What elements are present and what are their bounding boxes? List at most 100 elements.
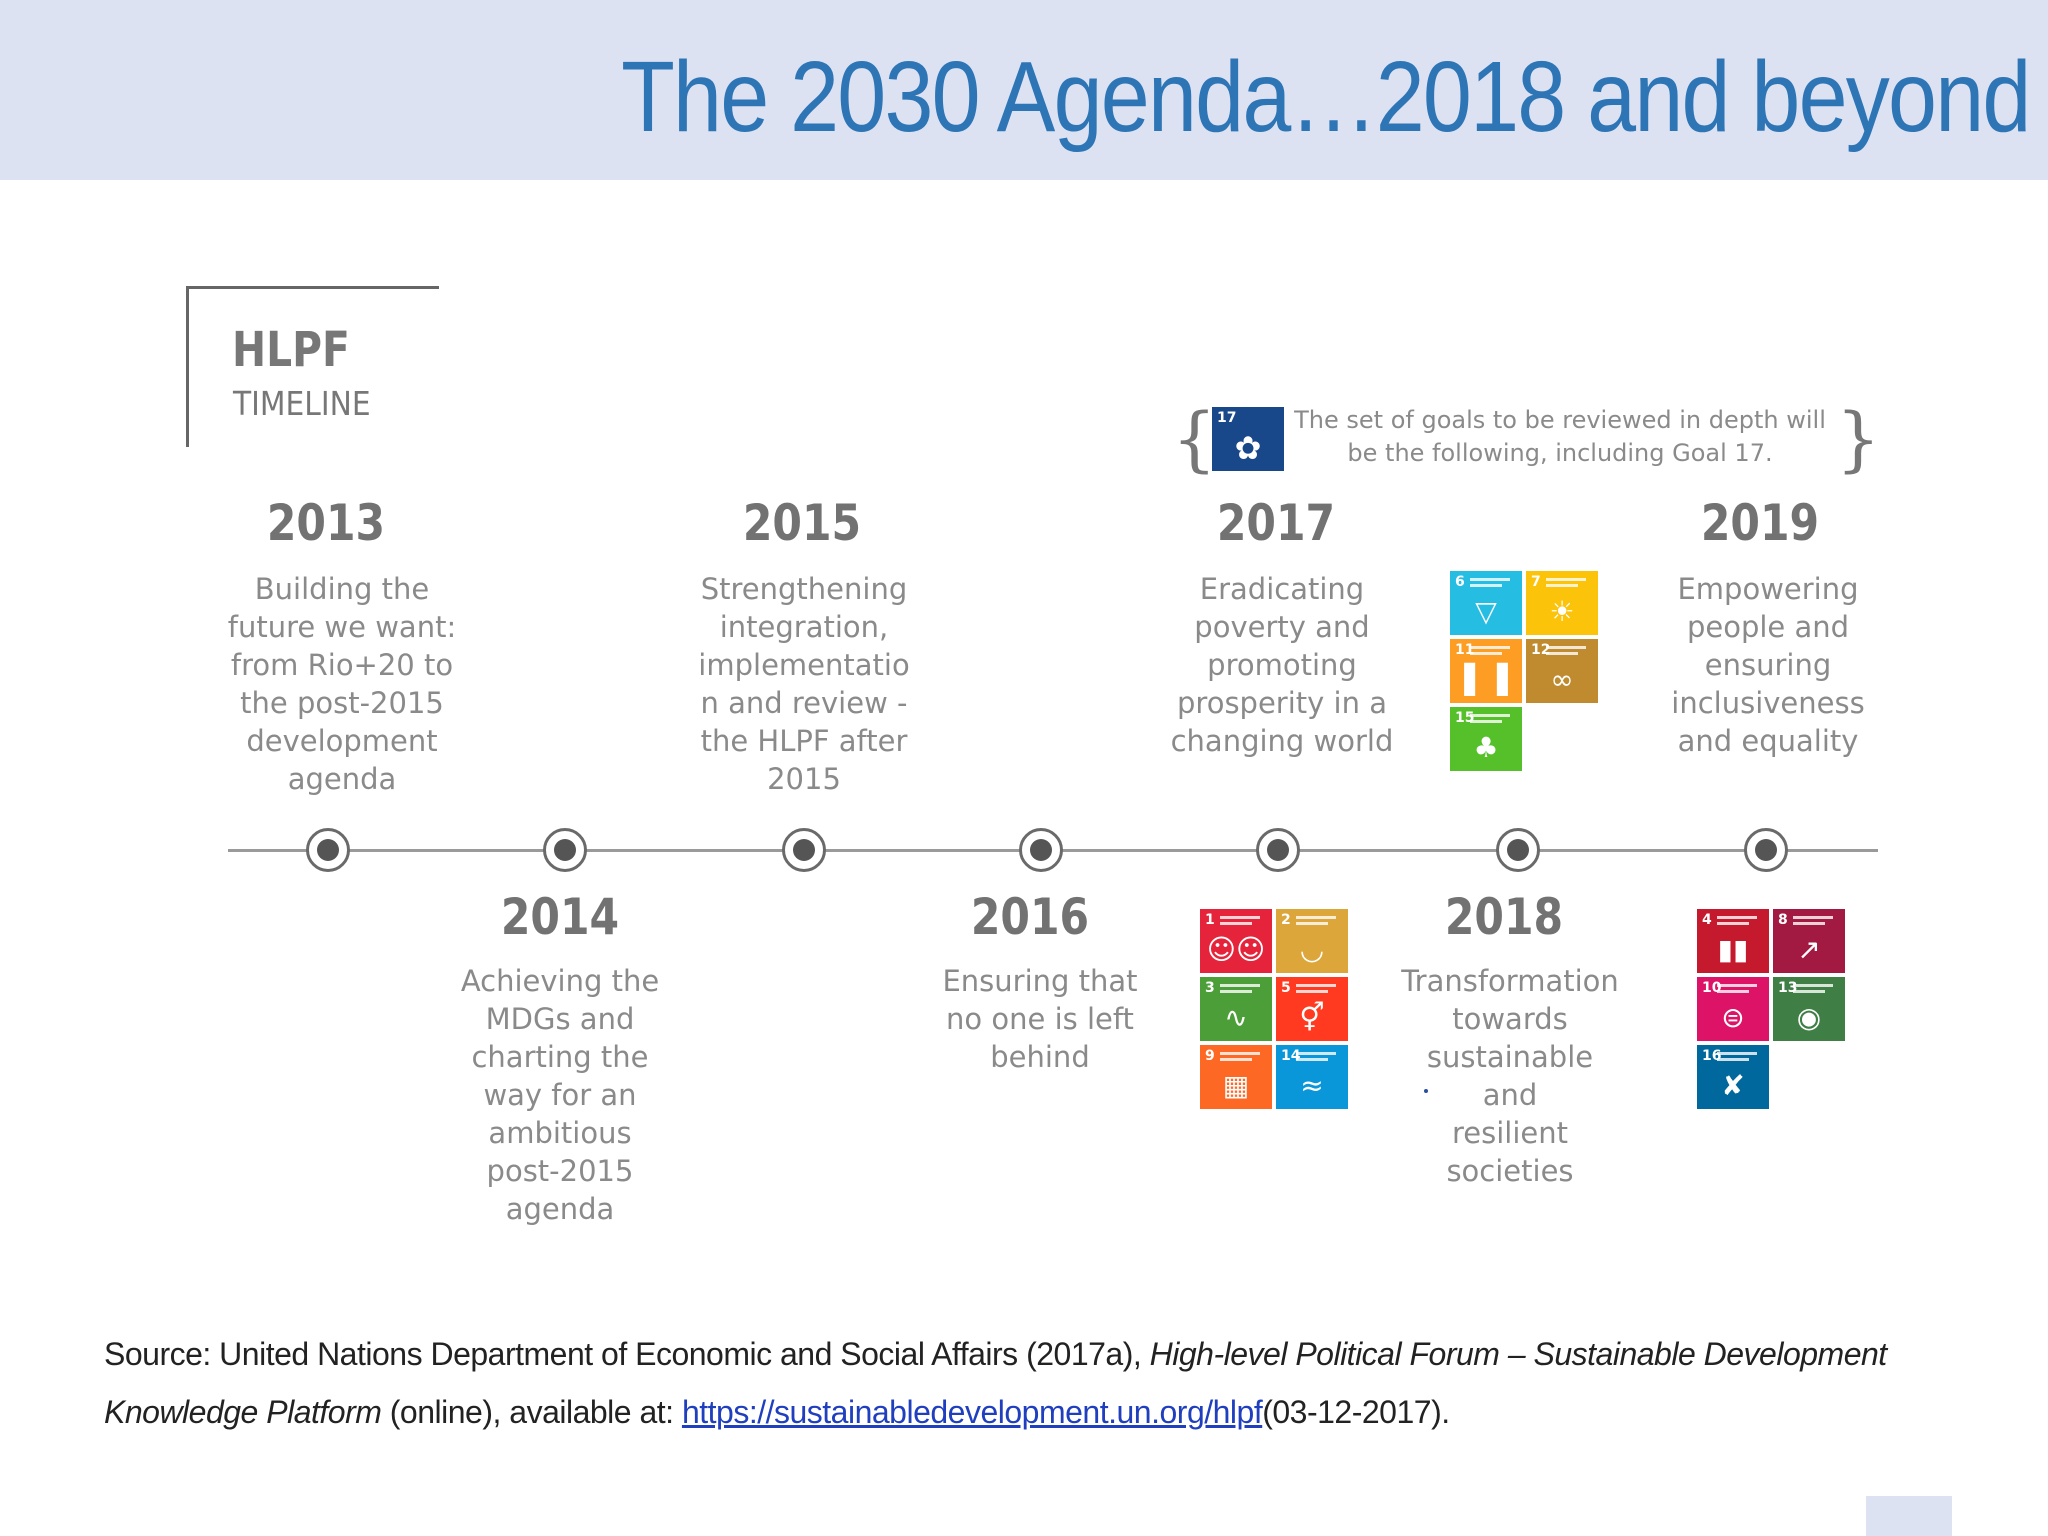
corner-block: [1866, 1496, 1952, 1536]
year-2015: 2015: [742, 494, 862, 552]
source-link[interactable]: https://sustainabledevelopment.un.org/hl…: [681, 1394, 1263, 1430]
goal-tile-10: 10 ⊜: [1697, 977, 1769, 1041]
goal-tile-9: 9 ▦: [1200, 1045, 1272, 1109]
desc-2013: Building the future we want: from Rio+20…: [227, 572, 457, 796]
infinity-icon: ∞: [1550, 663, 1574, 696]
tile-caption-bar: [1220, 916, 1260, 919]
equal-icon: ⊜: [1721, 1001, 1745, 1034]
timeline-dot-2018: [1496, 828, 1540, 872]
heartbeat-icon: ∿: [1224, 1001, 1248, 1034]
goal-tile-3: 3 ∿: [1200, 977, 1272, 1041]
goal-tile-number: 11: [1455, 642, 1475, 658]
book-icon: ▮▮: [1717, 933, 1749, 966]
tile-caption-bar: [1220, 1058, 1252, 1061]
source-middle: (online), available at:: [381, 1394, 682, 1430]
timeline-dot-2017: [1256, 828, 1300, 872]
fish-icon: ≈: [1300, 1069, 1324, 1102]
desc-2017: Eradicating poverty and promoting prospe…: [1170, 572, 1394, 758]
tile-caption-bar: [1546, 578, 1586, 581]
goal-tile-number: 2: [1281, 912, 1291, 928]
city-icon: ▌▐: [1464, 663, 1508, 696]
source-prefix: Source: United Nations Department of Eco…: [104, 1336, 1150, 1372]
year-2019: 2019: [1700, 494, 1820, 552]
tile-caption-bar: [1296, 984, 1336, 987]
goal-tile-number: 13: [1778, 980, 1798, 996]
goal-tile-11: 11 ▌▐: [1450, 639, 1522, 703]
tile-caption-bar: [1296, 1052, 1336, 1055]
goal-tile-16: 16 ✘: [1697, 1045, 1769, 1109]
source-suffix: (03-12-2017).: [1262, 1394, 1450, 1430]
goal-tile-number: 15: [1455, 710, 1475, 726]
flower-icon: ✿: [1234, 429, 1262, 467]
goal-tile-13: 13 ◉: [1773, 977, 1845, 1041]
tile-caption-bar: [1296, 922, 1328, 925]
timeline-dot-2014: [543, 828, 587, 872]
sun-icon: ☀: [1549, 595, 1575, 628]
tile-caption-bar: [1296, 990, 1328, 993]
desc-2015: Strengthening integration, implementatio…: [698, 572, 910, 796]
goal-tile-15: 15 ♣: [1450, 707, 1522, 771]
tile-caption-bar: [1220, 990, 1252, 993]
tile-caption-bar: [1220, 922, 1252, 925]
tile-caption-bar: [1546, 646, 1586, 649]
tile-caption-bar: [1470, 720, 1502, 723]
year-2018: 2018: [1444, 888, 1564, 946]
bowl-icon: ◡: [1299, 933, 1325, 966]
goal-tile-number: 9: [1205, 1048, 1215, 1064]
goal-tile-number: 14: [1281, 1048, 1301, 1064]
goal-tile-1: 1 ☺☺: [1200, 909, 1272, 973]
goal-tile-14: 14 ≈: [1276, 1045, 1348, 1109]
tile-caption-bar: [1717, 984, 1757, 987]
desc-2016: Ensuring that no one is left behind: [942, 964, 1138, 1074]
timeline-dot-2013: [306, 828, 350, 872]
desc-2019: Empowering people and ensuring inclusive…: [1671, 572, 1865, 758]
cubes-icon: ▦: [1222, 1069, 1250, 1102]
goal-tile-number: 3: [1205, 980, 1215, 996]
source-title: High-level Political Forum – Sustainable…: [104, 1336, 1887, 1430]
tile-caption-bar: [1717, 922, 1749, 925]
goal-tile-6: 6 ▽: [1450, 571, 1522, 635]
year-2014: 2014: [500, 888, 620, 946]
eye-icon: ◉: [1796, 1001, 1822, 1034]
goal-tile-number: 1: [1205, 912, 1215, 928]
tile-caption-bar: [1470, 584, 1502, 587]
goal-17-number: 17: [1217, 410, 1237, 426]
left-brace: {: [1172, 398, 1217, 480]
header-band: [0, 0, 2048, 180]
hlpf-frame: [186, 286, 439, 447]
goal-tile-12: 12 ∞: [1526, 639, 1598, 703]
desc-2014: Achieving the MDGs and charting the way …: [460, 964, 660, 1226]
year-2017: 2017: [1216, 494, 1336, 552]
year-2016: 2016: [970, 888, 1090, 946]
people-icon: ☺☺: [1206, 933, 1266, 966]
timeline-dot-2015: [782, 828, 826, 872]
tile-caption-bar: [1296, 1058, 1328, 1061]
tile-caption-bar: [1470, 652, 1502, 655]
tile-caption-bar: [1470, 646, 1510, 649]
tile-caption-bar: [1793, 916, 1833, 919]
tile-caption-bar: [1546, 652, 1578, 655]
tile-caption-bar: [1717, 1052, 1757, 1055]
goal-tile-number: 10: [1702, 980, 1722, 996]
desc-2018: Transformation towards sustainable and r…: [1401, 964, 1619, 1188]
goal-tile-5: 5 ⚥: [1276, 977, 1348, 1041]
stray-dot: [1424, 1089, 1428, 1093]
right-brace: }: [1836, 398, 1881, 480]
goal-tile-8: 8 ↗: [1773, 909, 1845, 973]
tile-caption-bar: [1717, 916, 1757, 919]
hlpf-subtitle: TIMELINE: [233, 384, 371, 423]
year-2013: 2013: [266, 494, 386, 552]
tile-caption-bar: [1220, 1052, 1260, 1055]
goals-note: The set of goals to be reviewed in depth…: [1294, 406, 1826, 467]
goal-tile-number: 7: [1531, 574, 1541, 590]
slide-title: The 2030 Agenda…2018 and beyond: [621, 41, 2032, 153]
tile-caption-bar: [1470, 578, 1510, 581]
goal-tile-4: 4 ▮▮: [1697, 909, 1769, 973]
timeline-dot-2016: [1019, 828, 1063, 872]
goal-tile-number: 4: [1702, 912, 1712, 928]
tile-caption-bar: [1717, 1058, 1749, 1061]
gender-icon: ⚥: [1299, 1001, 1325, 1034]
tree-icon: ♣: [1473, 731, 1499, 764]
goal-tile-2: 2 ◡: [1276, 909, 1348, 973]
tile-caption-bar: [1220, 984, 1260, 987]
